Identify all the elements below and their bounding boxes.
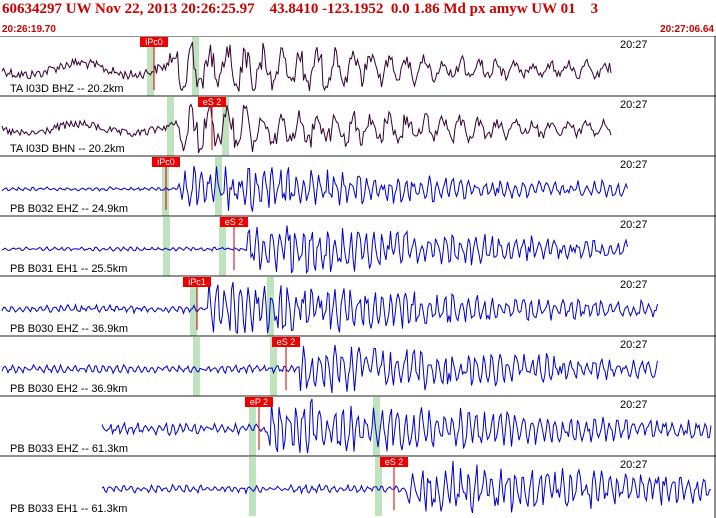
trace-ta-i03d-bhz[interactable]: iPc0 TA I03D BHZ -- 20.2km 20:27 (0, 36, 716, 96)
station-label: TA I03D BHN -- 20.2km (10, 143, 125, 155)
waveform (1, 165, 628, 212)
station-label: PB B031 EH1 -- 25.5km (10, 263, 127, 275)
pick-box[interactable] (183, 277, 211, 287)
trace-time-label: 20:27 (620, 99, 648, 111)
station-label: PB B033 EHZ -- 61.3km (10, 443, 128, 455)
arrival-marker (222, 97, 229, 156)
station-label: PB B030 EH2 -- 36.9km (10, 383, 127, 395)
trace-time-label: 20:27 (620, 339, 648, 351)
trace-pb-b031-eh1[interactable]: eS 2 PB B031 EH1 -- 25.5km 20:27 (0, 215, 716, 276)
waveform (101, 460, 712, 514)
trace-pb-b033-ehz[interactable]: eP 2 PB B033 EHZ -- 61.3km 20:27 (0, 395, 716, 456)
pick-label: iPc1 (188, 277, 206, 287)
trace-time-label: 20:27 (620, 219, 648, 231)
pick-label: iPc0 (145, 37, 163, 47)
trace-pb-b030-eh2[interactable]: eS 2 PB B030 EH2 -- 36.9km 20:27 (0, 335, 716, 396)
arrival-marker (167, 97, 174, 156)
arrival-marker (373, 397, 380, 456)
trace-time-label: 20:27 (620, 39, 648, 51)
arrival-marker (270, 337, 277, 396)
trace-time-label: 20:27 (620, 279, 648, 291)
arrival-marker (163, 217, 170, 276)
pick-box[interactable] (272, 337, 300, 347)
trace-time-label: 20:27 (620, 459, 648, 471)
trace-pb-b032-ehz[interactable]: iPc0 PB B032 EHZ -- 24.9km 20:27 (0, 155, 716, 216)
waveform (1, 225, 628, 275)
pick-box[interactable] (152, 157, 180, 167)
event-header: 60634297 UW Nov 22, 2013 20:26:25.97 43.… (0, 0, 716, 36)
pick-box[interactable] (140, 37, 168, 47)
trace-pb-b030-ehz[interactable]: iPc1 PB B030 EHZ -- 36.9km 20:27 (0, 275, 716, 336)
station-label: PB B033 EH1 -- 61.3km (10, 503, 127, 515)
pick-label: eS 2 (203, 97, 222, 107)
waveform (101, 398, 712, 454)
trace-time-label: 20:27 (620, 399, 648, 411)
arrival-marker (193, 337, 200, 396)
arrival-marker (375, 457, 382, 516)
arrival-marker (249, 397, 256, 456)
arrival-marker (192, 37, 199, 96)
window-start-time: 20:26:19.70 (2, 24, 56, 35)
trace-panel[interactable]: iPc0 TA I03D BHZ -- 20.2km 20:27 eS 2 TA I03… (0, 36, 716, 518)
station-label: TA I03D BHZ -- 20.2km (10, 83, 124, 95)
arrival-marker (147, 37, 154, 96)
pick-label: eS 2 (277, 337, 296, 347)
pick-box[interactable] (245, 397, 273, 407)
pick-label: eP 2 (250, 397, 268, 407)
window-end-time: 20:27:06.64 (660, 24, 714, 35)
trace-time-label: 20:27 (620, 159, 648, 171)
pick-label: eS 2 (385, 457, 404, 467)
waveform (1, 344, 658, 394)
waveform (1, 41, 612, 92)
trace-ta-i03d-bhn[interactable]: eS 2 TA I03D BHN -- 20.2km 20:27 (0, 95, 716, 156)
pick-label: iPc0 (157, 157, 175, 167)
arrival-marker (219, 217, 226, 276)
pick-box[interactable] (380, 457, 408, 467)
waveform (1, 103, 612, 154)
pick-box[interactable] (220, 217, 248, 227)
arrival-marker (249, 457, 256, 516)
waveform (1, 281, 658, 334)
station-label: PB B030 EHZ -- 36.9km (10, 323, 128, 335)
pick-label: eS 2 (225, 217, 244, 227)
event-title: 60634297 UW Nov 22, 2013 20:26:25.97 43.… (2, 1, 599, 17)
station-label: PB B032 EHZ -- 24.9km (10, 203, 128, 215)
trace-pb-b033-eh1[interactable]: eS 2 PB B033 EH1 -- 61.3km 20:27 (0, 455, 716, 516)
pick-box[interactable] (198, 97, 226, 107)
